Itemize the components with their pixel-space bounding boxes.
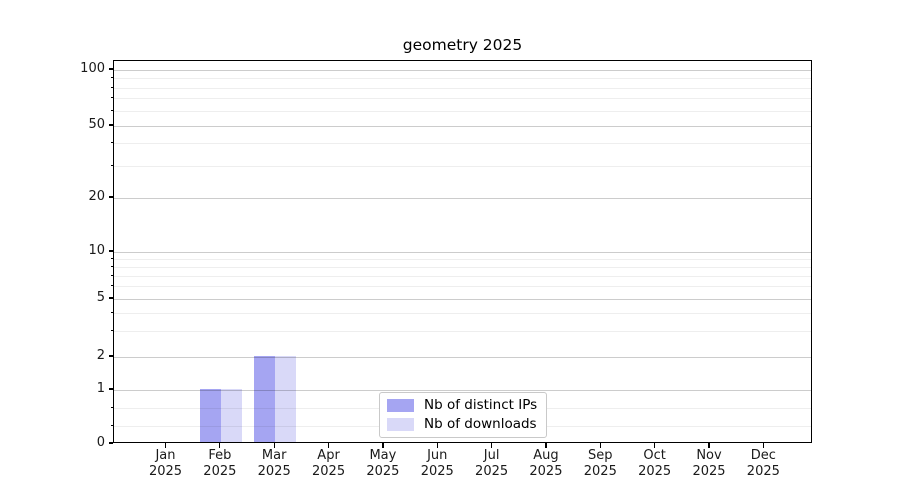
y-gridline-minor: [114, 330, 811, 332]
y-minor-tick: [110, 86, 113, 88]
y-gridline: [114, 356, 811, 358]
y-tick: [108, 250, 113, 252]
x-tick: [708, 443, 710, 448]
x-tick-year: 2025: [638, 464, 672, 479]
y-gridline-minor: [114, 98, 811, 100]
x-tick: [219, 443, 221, 448]
legend-swatch: [387, 399, 414, 412]
y-tick: [108, 297, 113, 299]
bar-distinct-ips: [199, 389, 221, 442]
x-tick: [654, 443, 656, 448]
x-tick-year: 2025: [583, 464, 617, 479]
x-tick: [762, 443, 764, 448]
x-tick-year: 2025: [529, 464, 563, 479]
y-tick-label: 50: [88, 117, 105, 132]
y-gridline-minor: [114, 286, 811, 288]
x-tick-label: May 2025: [351, 448, 415, 480]
y-minor-tick: [110, 406, 113, 408]
legend: Nb of distinct IPs Nb of downloads: [379, 392, 548, 438]
legend-label: Nb of downloads: [424, 416, 537, 432]
x-tick: [327, 443, 330, 448]
x-tick-year: 2025: [257, 464, 291, 479]
bar-downloads: [275, 356, 297, 442]
x-tick: [164, 443, 167, 448]
y-tick-label: 10: [88, 243, 105, 258]
x-tick-year: 2025: [366, 464, 400, 479]
x-tick: [545, 443, 547, 448]
chart-title: geometry 2025: [402, 36, 523, 54]
x-tick: [436, 443, 438, 448]
legend-item: Nb of distinct IPs: [387, 398, 537, 413]
x-tick-label: Apr 2025: [297, 448, 361, 480]
y-minor-tick: [110, 257, 113, 259]
y-minor-tick: [110, 285, 113, 287]
x-tick: [273, 443, 275, 448]
x-tick: [382, 443, 384, 448]
y-gridline: [114, 298, 811, 300]
y-gridline-minor: [114, 110, 811, 112]
plot-area: [113, 60, 812, 443]
y-minor-tick: [110, 164, 113, 166]
y-gridline-minor: [114, 258, 811, 260]
y-gridline-minor: [114, 143, 811, 145]
x-tick-year: 2025: [692, 464, 726, 479]
y-gridline-minor: [114, 78, 811, 79]
x-tick-year: 2025: [312, 464, 346, 479]
x-tick-label: Oct 2025: [623, 448, 687, 480]
y-tick: [108, 196, 113, 198]
x-tick-label: Feb 2025: [188, 448, 252, 480]
x-tick-label: Jan 2025: [134, 448, 198, 480]
y-gridline-minor: [114, 266, 811, 268]
y-gridline: [114, 69, 811, 71]
y-minor-tick: [110, 424, 113, 426]
legend-item: Nb of downloads: [387, 417, 537, 432]
x-tick: [599, 443, 601, 448]
y-gridline-minor: [114, 87, 811, 89]
y-tick: [108, 355, 113, 357]
y-gridline-minor: [114, 312, 811, 314]
x-tick-year: 2025: [148, 464, 183, 479]
y-tick: [108, 68, 113, 70]
y-minor-tick: [110, 311, 113, 313]
y-tick: [108, 442, 113, 444]
x-tick-label: Sep 2025: [568, 448, 632, 480]
y-tick-label: 5: [96, 290, 105, 305]
x-tick-year: 2025: [475, 464, 509, 479]
x-tick-label: Aug 2025: [514, 448, 578, 480]
y-gridline-minor: [114, 165, 811, 167]
x-tick-year: 2025: [420, 464, 454, 479]
x-tick-label: Jun 2025: [405, 448, 469, 480]
y-minor-tick: [110, 265, 113, 267]
bar-downloads: [220, 389, 242, 442]
y-gridline: [114, 389, 811, 391]
legend-label: Nb of distinct IPs: [424, 397, 538, 413]
y-gridline: [114, 197, 811, 199]
y-gridline-minor: [114, 275, 811, 277]
x-tick-label: Dec 2025: [731, 448, 795, 480]
x-tick-year: 2025: [746, 464, 780, 479]
x-tick-label: Mar 2025: [242, 448, 306, 480]
x-tick-label: Nov 2025: [677, 448, 741, 480]
y-minor-tick: [110, 142, 113, 144]
y-tick-label: 0: [96, 435, 105, 450]
x-tick-year: 2025: [203, 464, 237, 479]
y-tick-label: 20: [88, 189, 105, 204]
y-tick-label: 2: [96, 348, 105, 363]
y-tick-label: 100: [80, 61, 105, 76]
y-minor-tick: [110, 329, 113, 331]
y-minor-tick: [110, 97, 113, 99]
bar-distinct-ips: [254, 356, 276, 442]
y-gridline: [114, 251, 811, 253]
y-minor-tick: [110, 109, 113, 111]
y-tick: [108, 388, 113, 390]
x-tick-label: Jul 2025: [460, 448, 524, 480]
y-tick: [108, 124, 113, 126]
y-tick-label: 1: [96, 381, 105, 396]
y-gridline: [114, 125, 811, 127]
y-minor-tick: [110, 274, 113, 276]
x-tick: [490, 443, 493, 448]
y-minor-tick: [110, 77, 113, 78]
legend-swatch: [387, 418, 414, 431]
